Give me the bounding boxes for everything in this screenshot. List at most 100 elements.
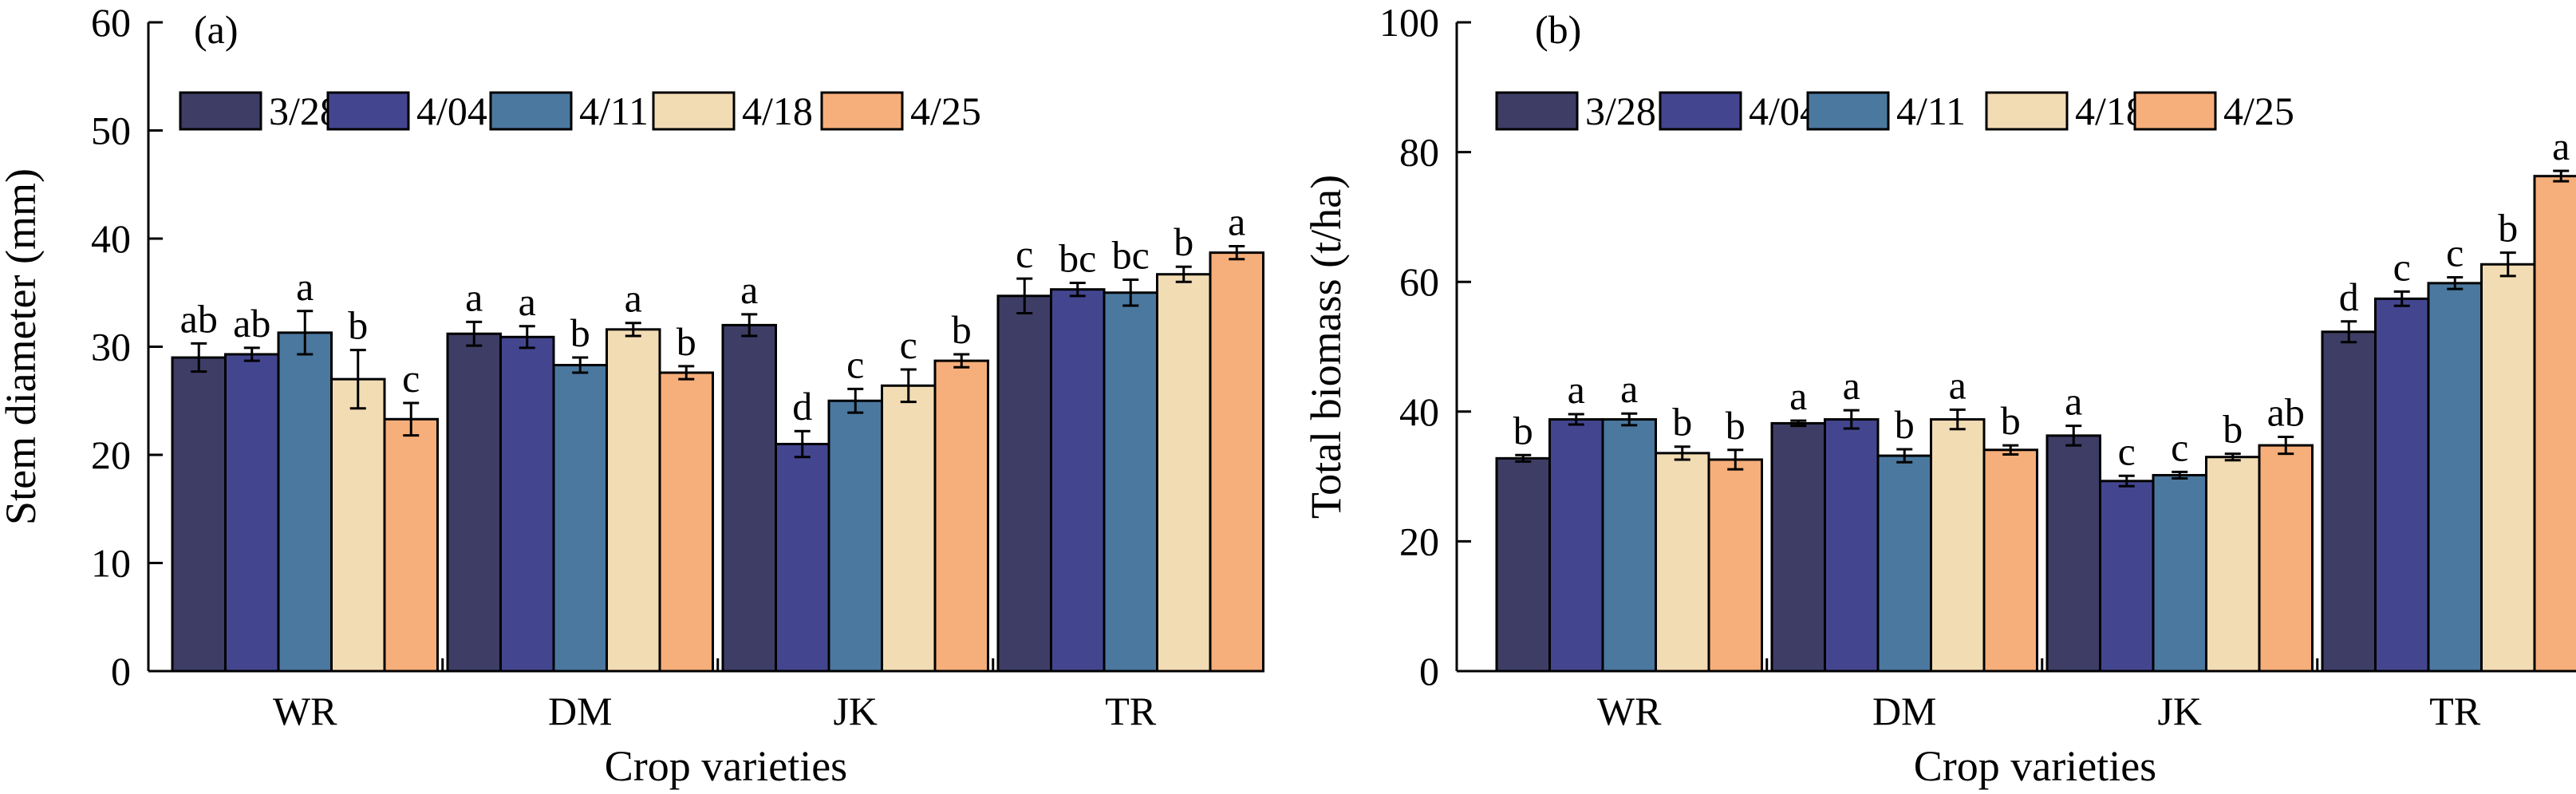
y-tick-label: 30 [91, 325, 131, 369]
y-tick-label: 0 [1419, 649, 1439, 693]
bar-4-18-DM [606, 328, 661, 673]
x-axis-title: Crop varieties [605, 742, 847, 790]
significance-label: a [625, 276, 642, 321]
significance-label: c [1016, 231, 1033, 276]
significance-label: d [792, 384, 812, 429]
legend-swatch-4-04 [326, 91, 410, 131]
panel-label: (b) [1535, 7, 1581, 52]
bar-3-28-TR [996, 294, 1052, 673]
significance-label: a [2065, 379, 2082, 424]
x-tick-label: DM [1872, 689, 1937, 733]
significance-label: b [2498, 206, 2518, 251]
bar-4-11-DM [552, 364, 608, 673]
significance-label: a [1843, 363, 1860, 408]
x-tick-label: DM [548, 689, 613, 733]
bar-4-04-DM [499, 335, 555, 673]
significance-label: a [296, 264, 314, 309]
bar-4-25-DM [1982, 448, 2038, 673]
legend-swatch-3-28 [179, 91, 262, 131]
legend-swatch-4-18 [652, 91, 736, 131]
legend-label: 4/18 [742, 89, 813, 133]
y-tick-label: 40 [1399, 389, 1439, 434]
bar-4-25-TR [1209, 251, 1264, 673]
y-tick-label: 20 [91, 433, 131, 477]
legend-swatch-4-18 [1985, 91, 2069, 131]
y-tick-label: 100 [1379, 0, 1439, 45]
significance-label: a [1789, 373, 1807, 418]
bar-4-04-TR [1050, 288, 1106, 673]
x-tick-label: JK [2157, 689, 2202, 733]
bar-4-04-WR [1548, 418, 1604, 673]
significance-label: c [2393, 244, 2411, 289]
significance-label: a [1949, 362, 1967, 407]
bar-4-18-DM [1930, 418, 1986, 673]
bar-4-18-JK [2205, 456, 2261, 673]
bar-4-18-TR [2480, 263, 2536, 673]
x-axis-title: Crop varieties [1914, 742, 2156, 790]
bar-4-11-WR [1601, 418, 1657, 673]
significance-label: c [2446, 231, 2464, 275]
bar-3-28-WR [1495, 456, 1551, 673]
bar-3-28-WR [171, 356, 227, 673]
y-tick-label: 60 [1399, 259, 1439, 304]
legend-label: 4/25 [910, 89, 981, 133]
significance-label: b [2001, 398, 2021, 443]
significance-label: c [846, 342, 864, 386]
significance-label: b [1895, 402, 1915, 447]
y-tick-label: 80 [1399, 130, 1439, 175]
significance-label: b [2223, 407, 2243, 452]
bar-4-18-TR [1156, 273, 1212, 673]
bar-4-25-DM [658, 371, 714, 673]
significance-label: ab [2267, 390, 2305, 435]
significance-label: ab [233, 301, 270, 346]
y-axis-title: Stem diameter (mm) [0, 168, 45, 525]
significance-label: c [402, 356, 420, 401]
bar-4-25-TR [2533, 175, 2576, 673]
legend-label: 4/11 [1896, 89, 1966, 133]
bar-4-04-JK [775, 442, 830, 673]
y-tick-label: 50 [91, 109, 131, 153]
bar-4-04-DM [1824, 418, 1880, 673]
bar-4-18-WR [1655, 452, 1710, 673]
x-tick-label: WR [1597, 689, 1662, 733]
significance-label: b [677, 319, 696, 364]
significance-label: b [348, 303, 368, 348]
x-tick-label: TR [1105, 689, 1157, 733]
legend-swatch-4-11 [1806, 91, 1890, 131]
significance-label: c [2171, 425, 2188, 469]
legend-swatch-4-25 [2133, 91, 2217, 131]
legend-swatch-4-11 [489, 91, 573, 131]
significance-label: b [570, 310, 590, 355]
significance-label: a [465, 275, 483, 319]
significance-label: a [2552, 124, 2570, 168]
significance-label: c [2118, 429, 2136, 473]
legend-label: 4/25 [2223, 89, 2294, 133]
y-tick-label: 20 [1399, 519, 1439, 563]
bar-4-04-JK [2099, 480, 2155, 673]
bar-3-28-DM [446, 332, 502, 673]
bar-4-18-JK [881, 384, 937, 673]
bar-3-28-TR [2321, 330, 2377, 673]
significance-label: c [900, 322, 917, 367]
significance-label: b [1513, 408, 1533, 452]
significance-label: a [740, 267, 758, 312]
bar-4-11-DM [1876, 454, 1932, 673]
legend-swatch-3-28 [1495, 91, 1579, 131]
bar-3-28-DM [1770, 421, 1826, 673]
significance-label: bc [1059, 236, 1096, 281]
significance-label: d [2339, 275, 2359, 319]
bar-4-11-JK [827, 399, 883, 673]
significance-label: b [952, 307, 972, 352]
legend-label: 3/28 [1585, 89, 1656, 133]
legend-swatch-4-04 [1659, 91, 1742, 131]
significance-label: a [1228, 199, 1245, 243]
significance-label: ab [180, 296, 218, 341]
legend-label: 4/04 [416, 89, 487, 133]
significance-label: a [1620, 366, 1638, 411]
x-tick-label: WR [273, 689, 337, 733]
legend-swatch-4-25 [820, 91, 904, 131]
x-tick-label: TR [2429, 689, 2481, 733]
y-tick-label: 0 [111, 649, 131, 693]
